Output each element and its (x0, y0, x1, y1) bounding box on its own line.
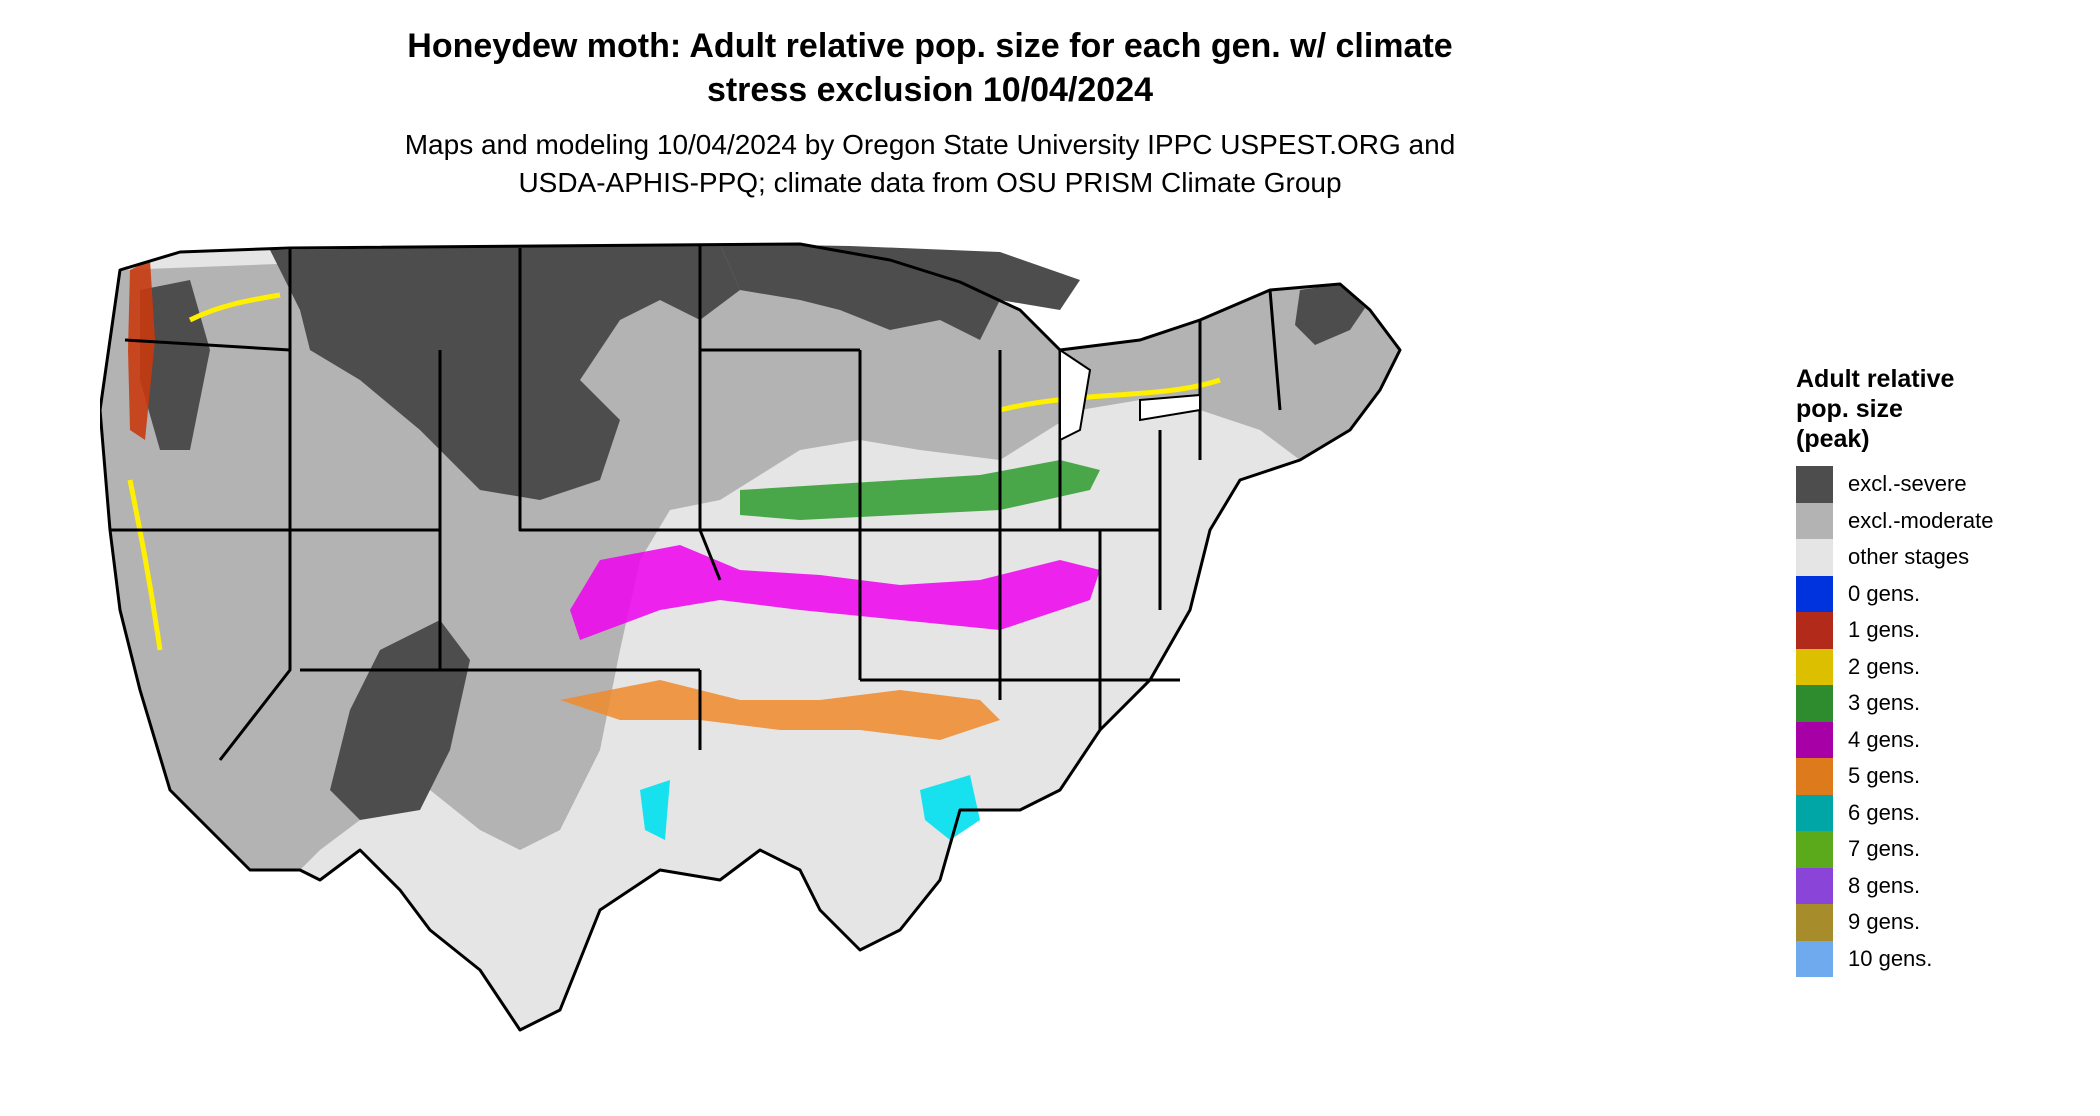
legend-title-line-2: pop. size (1796, 395, 1903, 423)
subtitle-line-1: Maps and modeling 10/04/2024 by Oregon S… (404, 129, 1456, 160)
legend-swatch (1796, 758, 1833, 795)
legend-title: Adult relative pop. size (peak) (1796, 364, 2056, 454)
legend-swatch (1796, 612, 1833, 649)
legend-item: 2 gens. (1796, 648, 2056, 685)
state-boundaries (100, 242, 1402, 1032)
legend-label: 7 gens. (1848, 836, 1921, 862)
legend-title-line-3: (peak) (1796, 425, 1870, 453)
legend-label: 8 gens. (1848, 872, 1921, 898)
four-gens-band (570, 545, 1100, 640)
legend-swatch (1796, 539, 1833, 576)
legend-item: excl.-severe (1796, 466, 2056, 503)
legend-swatch (1796, 575, 1833, 612)
legend-label: 3 gens. (1848, 690, 1921, 716)
legend-label: excl.-moderate (1848, 507, 1994, 533)
two-gens-band (127, 292, 1221, 651)
legend: Adult relative pop. size (peak) excl.-se… (1796, 364, 2056, 977)
legend-title-line-1: Adult relative (1796, 365, 1955, 393)
subtitle-line-2: USDA-APHIS-PPQ; climate data from OSU PR… (518, 167, 1342, 198)
legend-label: 6 gens. (1848, 799, 1921, 825)
legend-swatch (1796, 831, 1833, 868)
map-subtitle: Maps and modeling 10/04/2024 by Oregon S… (300, 126, 1560, 202)
legend-swatch (1796, 721, 1833, 758)
legend-item: 4 gens. (1796, 721, 2056, 758)
six-gens-band (640, 775, 980, 840)
one-gen-band (128, 260, 155, 440)
legend-swatch (1796, 466, 1833, 503)
legend-item: 3 gens. (1796, 685, 2056, 722)
legend-swatch (1796, 685, 1833, 722)
excl-severe-maine (1295, 284, 1365, 345)
legend-label: other stages (1848, 544, 1970, 570)
great-lakes (1059, 348, 1201, 442)
legend-swatch (1796, 867, 1833, 904)
legend-label: excl.-severe (1848, 471, 1967, 497)
legend-item: 10 gens. (1796, 940, 2056, 977)
legend-item: 7 gens. (1796, 831, 2056, 868)
legend-label: 0 gens. (1848, 580, 1921, 606)
us-map (100, 242, 1402, 1032)
legend-item: 1 gens. (1796, 612, 2056, 649)
title-line-2: stress exclusion 10/04/2024 (706, 71, 1154, 109)
legend-swatch (1796, 502, 1833, 539)
legend-swatch (1796, 648, 1833, 685)
legend-item: 5 gens. (1796, 758, 2056, 795)
legend-swatch (1796, 940, 1833, 977)
legend-item: 0 gens. (1796, 575, 2056, 612)
legend-item: excl.-moderate (1796, 502, 2056, 539)
excl-severe-cascades (140, 280, 210, 450)
legend-label: 5 gens. (1848, 763, 1921, 789)
legend-item: other stages (1796, 539, 2056, 576)
legend-label: 9 gens. (1848, 909, 1921, 935)
legend-label: 10 gens. (1848, 945, 1933, 971)
excl-severe-north-east (720, 244, 1080, 340)
legend-label: 1 gens. (1848, 617, 1921, 643)
five-gens-band (560, 680, 1000, 740)
map-title: Honeydew moth: Adult relative pop. size … (300, 24, 1560, 112)
legend-item: 9 gens. (1796, 904, 2056, 941)
legend-items: excl.-severe excl.-moderate other stages 0 … (1796, 466, 2056, 977)
three-gens-band (740, 460, 1100, 520)
legend-swatch (1796, 794, 1833, 831)
title-line-1: Honeydew moth: Adult relative pop. size … (407, 27, 1453, 65)
legend-item: 6 gens. (1796, 794, 2056, 831)
legend-swatch (1796, 904, 1833, 941)
legend-label: 4 gens. (1848, 726, 1921, 752)
legend-item: 8 gens. (1796, 867, 2056, 904)
excl-severe-north-west (270, 244, 740, 500)
legend-label: 2 gens. (1848, 653, 1921, 679)
